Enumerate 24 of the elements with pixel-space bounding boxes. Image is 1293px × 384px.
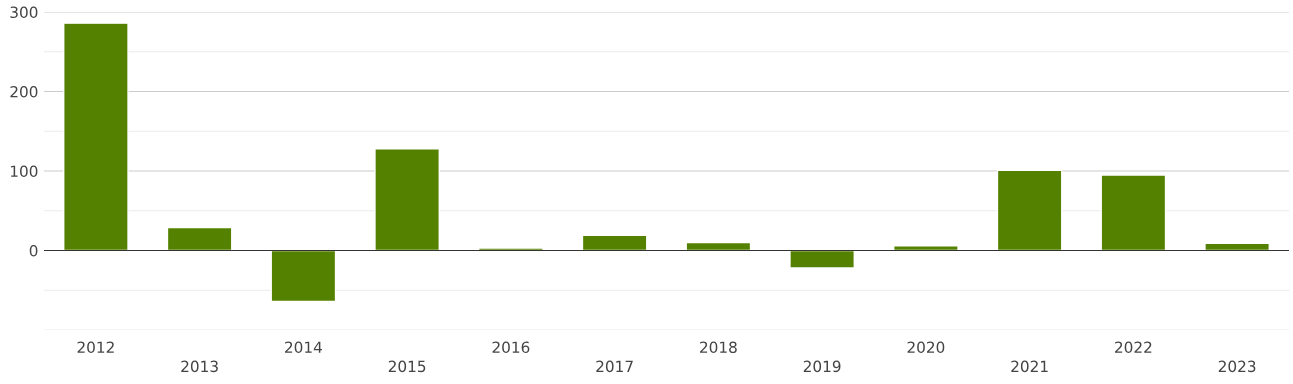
bar [1100,174,1167,252]
x-tick-label: 2022 [1115,341,1152,354]
y-tick-label: 300 [10,6,38,19]
y-tick-label: 100 [10,165,38,178]
x-tick-label: 2012 [77,341,114,354]
bar [581,234,648,252]
x-tick-label: 2013 [181,360,218,373]
x-tick-label: 2014 [285,341,322,354]
x-tick-label: 2017 [596,360,633,373]
bar [996,169,1063,252]
y-tick-label: 0 [29,244,38,257]
bar [63,22,129,252]
x-tick-label: 2015 [388,360,426,373]
y-tick-label: 200 [10,85,38,98]
bar [374,148,440,252]
x-tick-label: 2019 [803,360,841,373]
x-tick-label: 2023 [1218,360,1256,373]
x-tick-label: 2021 [1011,360,1048,373]
x-tick-label: 2018 [700,341,737,354]
x-tick-label: 2016 [492,341,530,354]
x-tick-label: 2020 [907,341,945,354]
bar [789,249,855,269]
bar [166,226,233,252]
bar [270,249,337,303]
